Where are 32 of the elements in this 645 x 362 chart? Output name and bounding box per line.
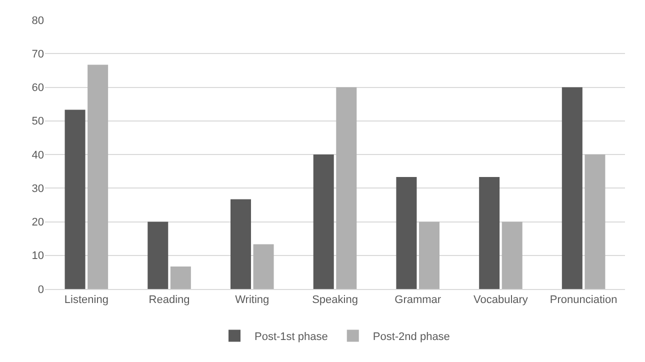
bar [230, 199, 251, 289]
y-tick-label: 80 [32, 14, 44, 27]
bar [148, 222, 168, 289]
y-tick-label: 10 [32, 250, 44, 262]
y-tick-label: 0 [38, 284, 44, 296]
y-tick-label: 40 [32, 149, 44, 162]
bar [253, 244, 274, 289]
x-tick-label: Vocabulary [473, 294, 528, 306]
y-tick-label: 30 [32, 182, 44, 195]
x-tick-label: Grammar [394, 294, 442, 306]
bar [64, 110, 86, 289]
x-tick-label: Listening [64, 294, 108, 306]
bar [88, 64, 108, 289]
y-tick-label: 60 [32, 82, 44, 94]
bar [170, 266, 191, 289]
legend-label: Post-1st phase [254, 331, 328, 344]
x-tick-label: Reading [148, 294, 190, 306]
x-tick-label: Speaking [312, 294, 358, 306]
y-tick-label: 20 [32, 216, 44, 229]
bar [479, 177, 500, 289]
y-tick-label: 50 [32, 116, 44, 128]
legend-label: Post-2nd phase [372, 331, 450, 344]
y-tick-label: 70 [32, 48, 44, 60]
bar [562, 87, 582, 289]
bar [396, 177, 417, 289]
bar [313, 154, 334, 289]
bar [419, 222, 440, 289]
bar [502, 222, 522, 289]
bar [336, 87, 357, 289]
bar [584, 154, 606, 289]
x-tick-label: Pronunciation [550, 294, 618, 306]
x-tick-label: Writing [235, 294, 270, 306]
